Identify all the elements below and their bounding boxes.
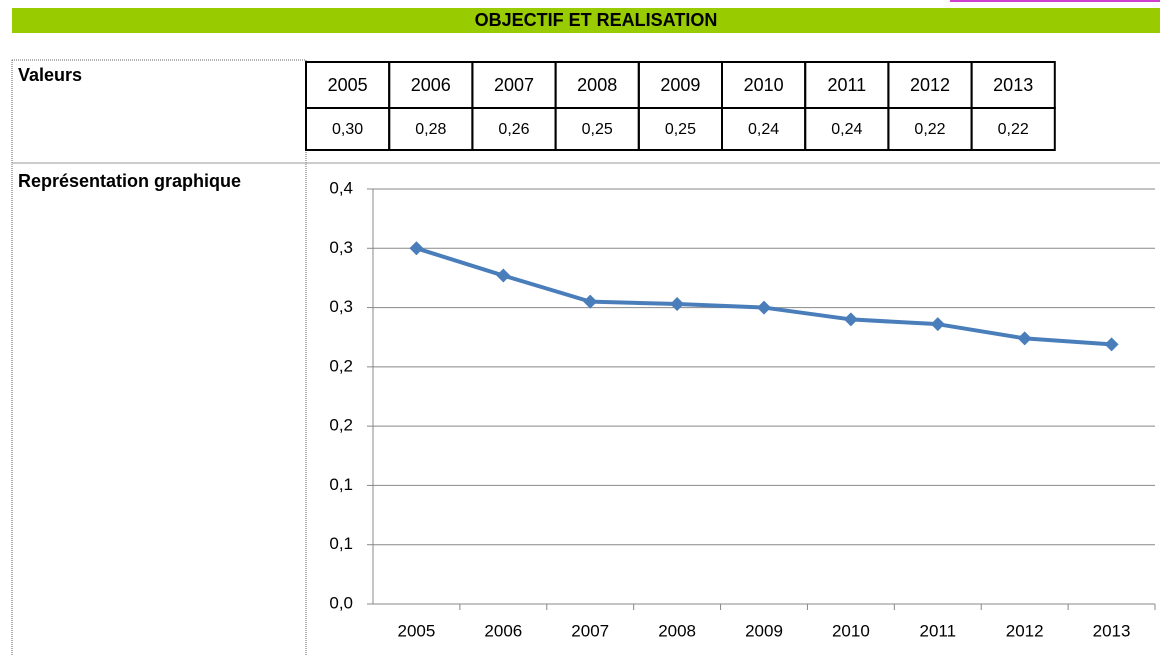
header-title: OBJECTIF ET REALISATION — [475, 10, 718, 30]
point-marker — [1017, 331, 1032, 346]
y-tick-label: 0,2 — [329, 416, 353, 435]
y-tick-label: 0,0 — [329, 593, 353, 612]
table-text: 2005 — [328, 75, 368, 95]
x-tick-label: 2010 — [832, 621, 870, 640]
table-text: 0,22 — [914, 121, 945, 138]
values-table: 2005 2006 2007 2008 2009 2010 2011 2012 2013 0,30… — [305, 61, 1056, 151]
table-text: 0,22 — [998, 121, 1029, 138]
x-tick-label: 2007 — [571, 621, 609, 640]
header-bar — [12, 8, 1160, 33]
y-tick-label: 0,4 — [329, 178, 353, 197]
point-marker — [930, 317, 945, 332]
table-text: 0,24 — [748, 121, 779, 138]
x-tick-label: 2013 — [1093, 621, 1131, 640]
table-text: 2006 — [411, 75, 451, 95]
table-text: 0,30 — [332, 121, 363, 138]
values-label: Valeurs — [18, 65, 82, 85]
y-tick-label: 0,3 — [329, 297, 353, 316]
table-text: 2012 — [910, 75, 950, 95]
point-marker — [496, 268, 511, 283]
y-tick-label: 0,1 — [329, 475, 353, 494]
table-text: 2011 — [827, 75, 866, 95]
table-text: 0,28 — [415, 121, 446, 138]
y-tick-label: 0,2 — [329, 356, 353, 375]
table-text: 0,25 — [582, 121, 613, 138]
x-tick-label: 2006 — [484, 621, 522, 640]
y-tick-label: 0,1 — [329, 534, 353, 553]
chart: 0,0 0,1 0,1 0,2 0,2 0,3 0,3 0,4 2005 2006 2007 2008… — [329, 178, 1156, 640]
x-tick-label: 2011 — [919, 621, 956, 640]
table-cell — [970, 107, 1056, 151]
table-text: 0,25 — [665, 121, 696, 138]
x-tick-label: 2012 — [1006, 621, 1044, 640]
x-tick-label: 2005 — [398, 621, 436, 640]
y-tick-label: 0,3 — [329, 238, 353, 257]
point-marker — [583, 294, 598, 309]
table-text: 2007 — [494, 75, 534, 95]
chart-label: Représentation graphique — [18, 171, 241, 191]
point-marker — [1104, 337, 1119, 352]
x-tick-label: 2009 — [745, 621, 783, 640]
x-tick-label: 2008 — [658, 621, 696, 640]
point-marker — [409, 241, 424, 256]
point-marker — [843, 312, 858, 327]
table-text: 0,26 — [498, 121, 529, 138]
table-text: 2013 — [993, 75, 1033, 95]
point-marker — [670, 297, 685, 312]
table-text: 2008 — [577, 75, 617, 95]
line-series — [415, 246, 1112, 347]
point-marker — [757, 300, 771, 315]
table-text: 2010 — [744, 75, 784, 95]
table-text: 0,24 — [831, 121, 862, 138]
table-text: 2009 — [660, 75, 700, 95]
